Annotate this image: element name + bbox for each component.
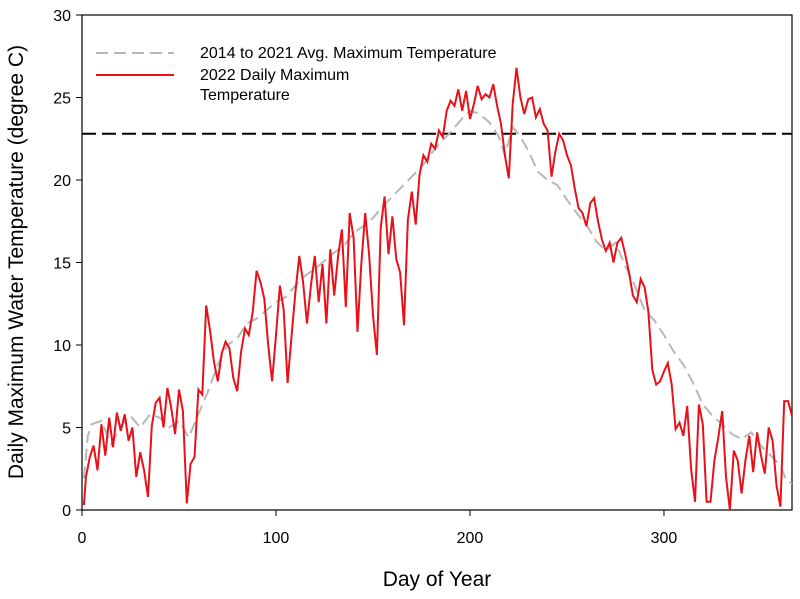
x-tick-label: 300 xyxy=(651,530,678,547)
2022-temperature-line xyxy=(82,67,793,511)
y-axis-ticks: 0 5 10 15 20 25 30 xyxy=(53,8,82,520)
x-axis-ticks: 0 100 200 300 xyxy=(78,510,678,547)
average-temperature-line xyxy=(82,109,793,485)
plot-area xyxy=(81,14,793,511)
y-tick-label: 0 xyxy=(62,503,71,520)
y-axis-title: Daily Maximum Water Temperature (degree … xyxy=(5,45,28,479)
x-tick-label: 0 xyxy=(78,530,87,547)
y-tick-label: 15 xyxy=(53,256,71,273)
y-tick-label: 5 xyxy=(62,421,71,438)
y-tick-label: 20 xyxy=(53,173,71,190)
x-axis-title: Day of Year xyxy=(383,568,492,591)
y-tick-label: 30 xyxy=(53,8,71,25)
x-tick-label: 100 xyxy=(263,530,290,547)
legend-label-2022-continued: Temperature xyxy=(200,87,290,104)
legend-label-average: 2014 to 2021 Avg. Maximum Temperature xyxy=(200,45,497,62)
y-tick-label: 25 xyxy=(53,91,71,108)
y-tick-label: 10 xyxy=(53,338,71,355)
x-tick-label: 200 xyxy=(457,530,484,547)
legend-label-2022: 2022 Daily Maximum xyxy=(200,67,349,84)
legend: 2014 to 2021 Avg. Maximum Temperature 20… xyxy=(96,45,497,104)
